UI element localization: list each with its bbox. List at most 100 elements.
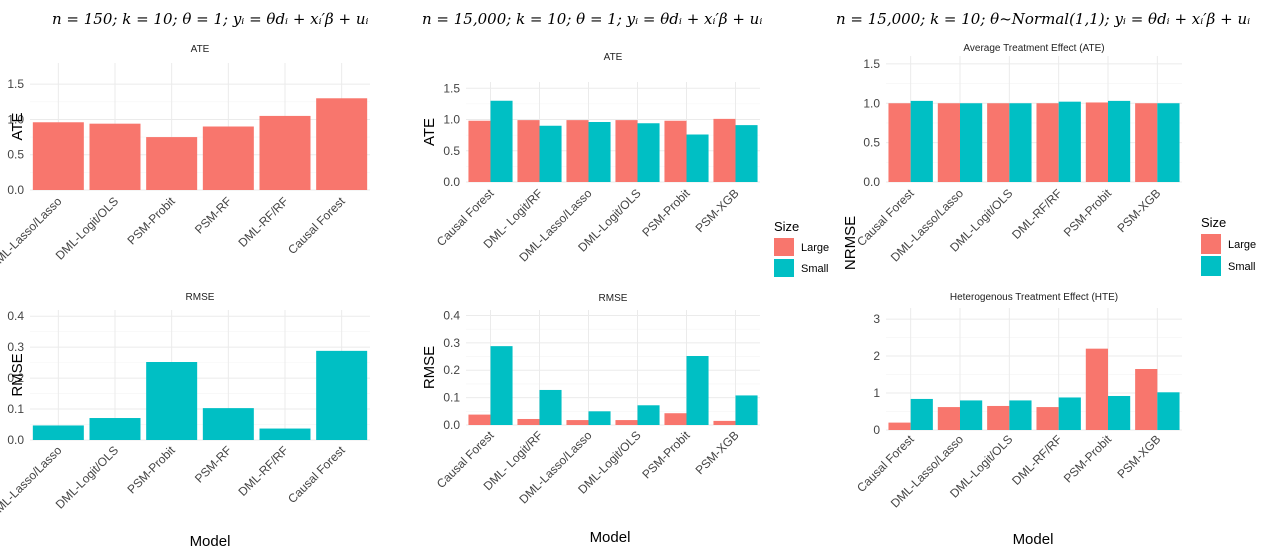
y-tick-label: 1.5 [443, 81, 460, 95]
bar-small-4 [1058, 101, 1081, 182]
bar-small-1 [490, 346, 513, 425]
y-tick-label: 3 [873, 312, 880, 326]
bar-large-4 [615, 120, 638, 182]
bar-large-6 [713, 118, 736, 182]
bar-3 [146, 362, 198, 440]
y-tick-label: 0.3 [443, 336, 460, 350]
bar-large-5 [1085, 102, 1108, 182]
bar-6 [316, 350, 368, 440]
x-tick-label: PSM-XGB [1114, 186, 1163, 235]
y-tick-label: 0.1 [443, 391, 460, 405]
bar-1 [32, 425, 84, 440]
bar-large-3 [987, 405, 1010, 430]
bar-large-1 [888, 422, 911, 430]
y-tick-label: 0.1 [7, 402, 24, 416]
bar-small-6 [735, 395, 758, 425]
bar-2 [89, 418, 141, 440]
bar-small-5 [686, 134, 709, 182]
bar-small-1 [910, 100, 933, 182]
chart-panel-5: 0.0 0.5 1.0 1.5 Average Treatment Effect (AT… [854, 43, 1182, 265]
bar-small-5 [686, 356, 709, 425]
y-tick-label: 0.0 [7, 433, 24, 447]
bar-large-1 [888, 103, 911, 182]
bar-small-5 [1108, 100, 1131, 182]
x-tick-label: PSM-Probit [1061, 186, 1115, 240]
x-tick-label: PSM-Probit [639, 428, 693, 482]
legend-title: Size [1201, 215, 1226, 230]
x-tick-label: DML-Lasso/Lasso [0, 443, 65, 522]
bar-small-6 [1157, 103, 1180, 182]
y-tick-label: 0.2 [7, 371, 24, 385]
y-tick-label: 1.0 [863, 96, 880, 110]
y-tick-label: 2 [873, 349, 880, 363]
y-tick-label: 0 [873, 423, 880, 437]
y-tick-label: 0.0 [7, 183, 24, 197]
x-tick-label: Causal Forest [285, 443, 348, 506]
legend-swatch-large [774, 238, 794, 256]
column-heading-1: n = 150; k = 10; θ = 1; yᵢ = θdᵢ + xᵢ′β … [52, 10, 369, 28]
x-tick-label: PSM-Probit [125, 194, 179, 248]
y-tick-label: 0.0 [443, 418, 460, 432]
bar-small-2 [539, 389, 562, 425]
bar-large-5 [664, 120, 687, 182]
bar-large-3 [566, 420, 589, 425]
bar-large-1 [468, 414, 491, 425]
x-tick-label: PSM-XGB [1114, 432, 1163, 481]
bar-5 [259, 115, 311, 190]
bar-small-1 [490, 100, 513, 182]
y-tick-label: 0.0 [863, 175, 880, 189]
bar-small-2 [539, 125, 562, 182]
bar-small-3 [1009, 103, 1032, 182]
y-tick-label: 0.5 [863, 136, 880, 150]
bar-large-4 [1036, 407, 1059, 430]
panel-title: Average Treatment Effect (ATE) [963, 43, 1104, 54]
y-tick-label: 1.0 [443, 113, 460, 127]
x-tick-label: DML-RF/RF [235, 194, 291, 250]
bar-small-1 [910, 398, 933, 430]
x-tick-label: PSM-RF [192, 443, 234, 485]
x-axis-label-col2: Model [590, 529, 631, 546]
y-axis-label-nrmse: NRMSE [842, 216, 859, 270]
bar-small-6 [735, 125, 758, 182]
y-tick-label: 0.5 [7, 148, 24, 162]
bar-4 [202, 408, 254, 440]
legend-swatch-large [1201, 234, 1221, 254]
y-tick-label: 0.4 [7, 309, 24, 323]
legend-label-small: Small [1228, 261, 1256, 273]
y-tick-label: 1.5 [7, 77, 24, 91]
panel-title: RMSE [186, 292, 215, 303]
y-tick-label: 0.5 [443, 144, 460, 158]
bar-2 [89, 123, 141, 190]
chart-panel-2: 0.0 0.1 0.2 0.3 0.4 RMSE RMSE DML-Lasso/Lasso DM… [0, 292, 370, 522]
y-axis-label: ATE [9, 112, 26, 140]
bar-small-6 [1157, 392, 1180, 430]
x-tick-label: PSM-XGB [693, 428, 742, 477]
column-heading-3: n = 15,000; k = 10; θ~Normal(1,1); yᵢ = … [836, 10, 1250, 28]
y-axis-label: RMSE [421, 346, 438, 389]
x-tick-label: PSM-Probit [639, 186, 693, 240]
bar-5 [259, 428, 311, 440]
legend-label-large: Large [1228, 239, 1256, 251]
bar-small-4 [1058, 397, 1081, 430]
panel-title: ATE [604, 52, 623, 63]
bar-large-1 [468, 120, 491, 182]
y-tick-label: 0.3 [7, 340, 24, 354]
panel-title: ATE [191, 44, 210, 55]
bar-small-4 [637, 123, 660, 182]
y-tick-label: 0.4 [443, 308, 460, 322]
x-axis-label-col1: Model [190, 533, 231, 550]
legend-title: Size [774, 219, 799, 234]
x-axis-label-col3: Model [1013, 531, 1054, 548]
bar-small-3 [588, 122, 611, 182]
bar-small-5 [1108, 395, 1131, 430]
x-tick-label: PSM-XGB [693, 186, 742, 235]
bar-large-4 [1036, 103, 1059, 182]
y-tick-label: 0.2 [443, 363, 460, 377]
x-tick-label: PSM-RF [192, 194, 234, 236]
bar-large-5 [664, 413, 687, 425]
x-tick-label: PSM-Probit [1061, 432, 1115, 486]
bar-small-2 [960, 103, 983, 182]
panel-title: RMSE [599, 293, 628, 304]
